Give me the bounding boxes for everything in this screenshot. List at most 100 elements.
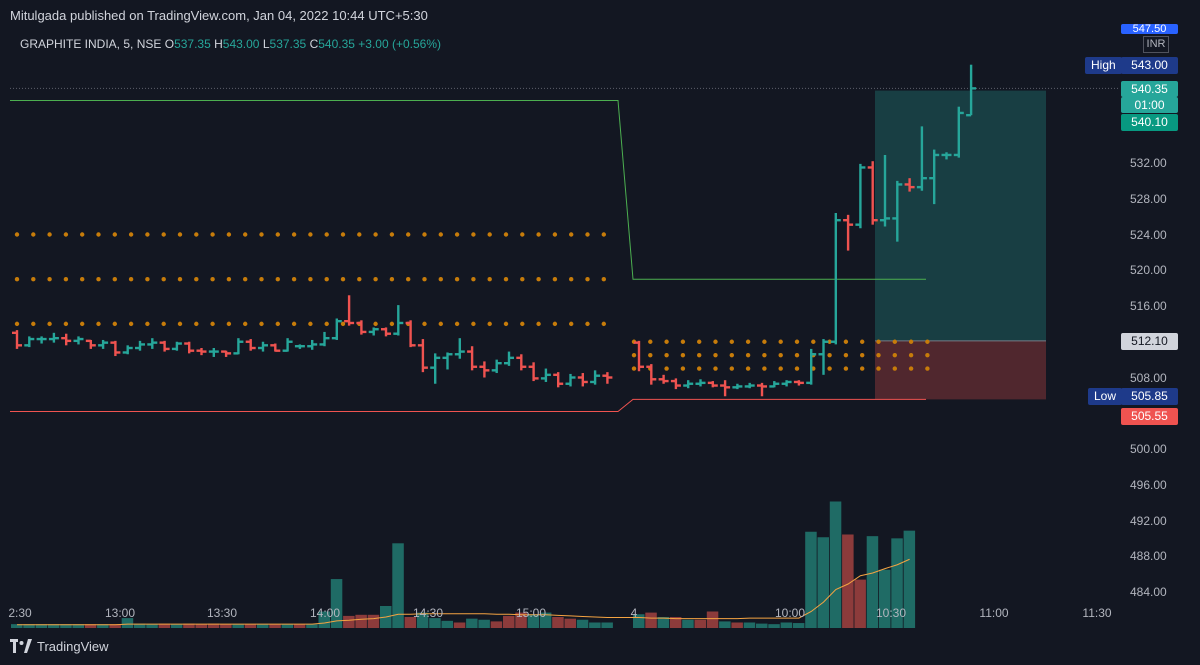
level-dot-2 [503,321,509,327]
level-dot-1 [308,276,313,282]
ohlc-bar [540,368,551,382]
level-dot-2 [128,321,134,327]
recent-level-dot-2 [664,366,669,371]
position-target-zone [875,90,1046,341]
recent-level-dot-2 [778,366,783,371]
level-dot-0 [487,232,492,237]
volume-bar [306,624,318,628]
recent-level-dot-1 [631,352,637,358]
ohlc-bar [830,213,841,345]
ohlc-bar [48,332,59,343]
ohlc-bar [368,327,379,336]
ohlc-bar [553,372,564,388]
ohlc-bar [646,364,657,385]
level-dot-1 [194,276,199,282]
ohlc-bar [294,344,305,349]
ohlc-bar [454,338,465,359]
level-dot-1 [487,276,492,282]
level-dot-2 [438,321,443,327]
ohlc-bar [670,378,681,390]
ohlc-bar [707,381,718,388]
level-dot-0 [585,232,590,237]
level-dot-1 [438,276,443,282]
level-dot-2 [177,321,183,327]
volume-bar [183,623,195,628]
recent-level-dot-1 [876,352,881,358]
volume-bar [756,623,768,628]
chart-pane[interactable] [10,30,1118,628]
open-value: 537.35 [174,37,211,51]
target-price-label: 540.10 [1121,114,1178,131]
level-dot-0 [275,232,280,237]
price-tick-label: 484.00 [1130,585,1167,599]
volume-bar [645,612,657,628]
level-dot-2 [569,321,574,327]
currency-label[interactable]: INR [1143,36,1169,53]
ohlc-bar [393,305,404,336]
price-tick-label: 532.00 [1130,156,1167,170]
level-dot-2 [520,321,525,327]
recent-level-dot-2 [876,366,881,371]
brand-name: TradingView [37,639,109,654]
level-dot-1 [259,276,264,282]
current-price-label: 540.35 [1121,81,1178,97]
level-dot-1 [406,276,411,282]
level-dot-2 [80,321,85,327]
level-dot-0 [340,232,346,237]
channel-lower-line [10,398,926,412]
time-axis[interactable] [10,600,1118,628]
recent-level-dot-2 [892,366,897,371]
recent-level-dot-1 [762,352,767,358]
level-dot-0 [128,232,134,237]
volume-bar [416,612,429,628]
ohlc-bar [590,370,601,385]
level-dot-1 [503,276,509,282]
price-tick-label: 508.00 [1130,370,1167,385]
symbol-legend[interactable]: GRAPHITE INDIA, 5, NSE O537.35 H543.00 L… [20,37,441,51]
volume-bar [134,623,146,628]
volume-bar [281,624,294,628]
price-tick-label: 492.00 [1130,513,1167,528]
level-dot-2 [536,321,541,327]
level-dot-1 [536,276,541,282]
volume-bar [731,622,743,628]
level-dot-0 [259,232,264,237]
ohlc-bar [122,345,133,355]
level-dot-1 [243,276,248,282]
time-tick-label: 14:30 [412,606,444,620]
low-badge: Low [1088,388,1123,405]
ohlc-bar [867,161,878,225]
recent-level-dot-0 [745,339,751,344]
close-label: C [309,37,319,51]
recent-level-dot-2 [843,366,849,371]
time-tick-label: 14:00 [309,606,341,620]
recent-level-dot-1 [664,352,669,358]
level-dot-0 [601,232,606,237]
level-dot-0 [63,232,69,237]
ohlc-bar [12,330,22,349]
level-dot-0 [291,232,297,237]
recent-level-dot-1 [713,352,718,358]
footer-bar: TradingView [0,628,1200,665]
level-dot-0 [177,232,183,237]
level-dot-2 [389,321,395,327]
ohlc-bar [442,352,453,370]
volume-bar [121,618,134,628]
level-dot-2 [454,321,460,327]
price-tick-label: 524.00 [1130,227,1167,242]
high-price-label: 543.00 [1121,57,1178,74]
level-dot-0 [145,232,150,237]
volume-bar [829,501,842,628]
volume-bar [601,622,613,628]
price-chart[interactable] [10,30,1118,628]
volume-bar [72,624,84,628]
symbol-name[interactable]: GRAPHITE INDIA, 5, NSE [20,37,162,51]
volume-bar [318,611,330,628]
level-dot-1 [552,276,558,282]
level-dot-2 [471,321,476,327]
recent-level-dot-2 [762,366,767,371]
volume-bar [552,617,564,628]
ohlc-bar [769,381,780,388]
recent-level-dot-0 [811,339,816,344]
